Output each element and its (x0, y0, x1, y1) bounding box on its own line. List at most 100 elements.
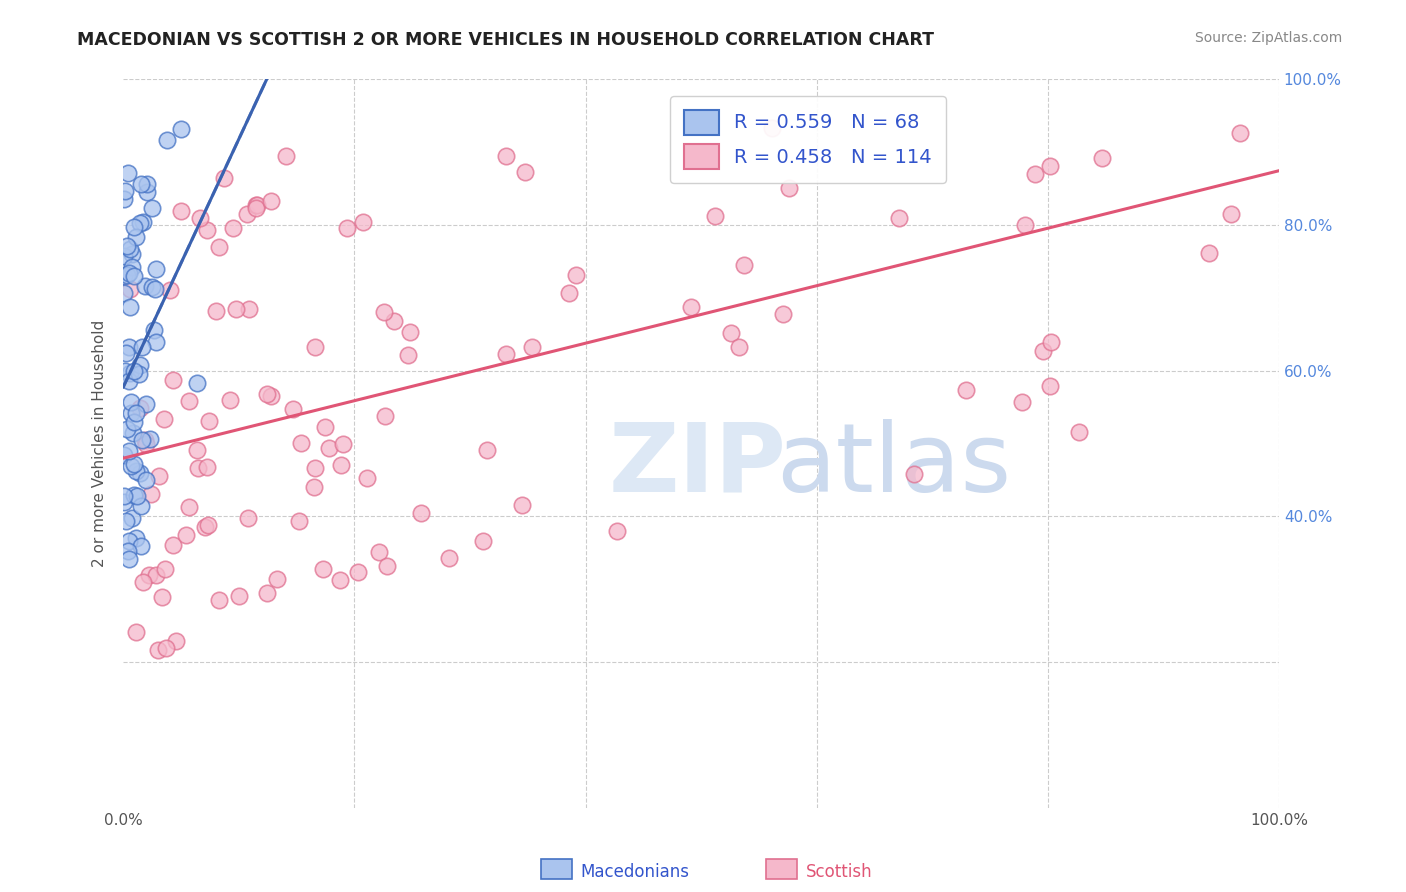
Point (122, 269, 145, 284)
Point (141, 201, 163, 215)
Point (1178, 57, 1201, 71)
Point (120, 458, 142, 473)
Point (174, 527, 197, 541)
Point (115, 268, 138, 282)
Point (118, 552, 141, 566)
Point (290, 435, 312, 450)
Point (245, 198, 267, 212)
Point (477, 443, 499, 458)
Point (1032, 344, 1054, 359)
Point (208, 239, 231, 253)
Point (131, 340, 153, 354)
Point (318, 442, 340, 456)
Point (120, 242, 142, 256)
Point (112, 448, 135, 462)
Point (145, 261, 167, 276)
Point (170, 203, 193, 218)
Point (112, 285, 135, 300)
Point (120, 406, 142, 420)
Point (115, 239, 138, 253)
Point (135, 177, 157, 191)
Point (314, 420, 336, 434)
Point (129, 401, 152, 416)
Point (222, 221, 245, 235)
Point (195, 460, 218, 475)
Point (219, 393, 242, 408)
Point (129, 539, 152, 553)
Point (245, 201, 267, 215)
Point (775, 57, 797, 71)
Point (212, 170, 235, 185)
Text: Source: ZipAtlas.com: Source: ZipAtlas.com (1195, 31, 1343, 45)
Point (141, 486, 163, 500)
Point (352, 215, 374, 229)
Point (208, 592, 231, 607)
Point (772, 307, 794, 321)
Point (472, 534, 495, 549)
Point (558, 285, 581, 300)
Point (118, 340, 141, 354)
Point (1189, 57, 1212, 71)
Point (121, 511, 143, 525)
Point (165, 634, 187, 648)
Point (122, 364, 145, 378)
Point (112, 268, 135, 283)
Point (411, 507, 433, 521)
Point (134, 279, 156, 293)
Point (125, 532, 148, 546)
Point (156, 133, 179, 147)
Point (238, 510, 260, 524)
Point (903, 467, 925, 482)
Point (288, 515, 311, 529)
Point (510, 498, 533, 512)
Point (1039, 159, 1062, 173)
Point (373, 305, 395, 319)
Point (606, 524, 628, 538)
Point (312, 562, 335, 576)
Point (1039, 334, 1062, 349)
Point (495, 149, 517, 163)
Text: ZIP: ZIP (609, 419, 786, 512)
Point (228, 589, 250, 603)
Point (398, 325, 420, 339)
Point (955, 383, 977, 397)
Point (197, 415, 219, 429)
Point (159, 283, 181, 297)
Point (115, 514, 138, 528)
Point (131, 215, 153, 229)
Point (142, 323, 165, 337)
Point (266, 572, 288, 586)
Point (283, 401, 305, 416)
Point (114, 363, 136, 377)
Point (122, 426, 145, 441)
Point (128, 216, 150, 230)
Point (565, 268, 588, 283)
Point (131, 433, 153, 447)
Point (1039, 379, 1062, 393)
Point (177, 393, 200, 408)
Point (439, 550, 461, 565)
Point (187, 461, 209, 475)
Point (195, 223, 218, 237)
Text: MACEDONIAN VS SCOTTISH 2 OR MORE VEHICLES IN HOUSEHOLD CORRELATION CHART: MACEDONIAN VS SCOTTISH 2 OR MORE VEHICLE… (77, 31, 935, 49)
Point (122, 219, 145, 234)
Legend: R = 0.559   N = 68, R = 0.458   N = 114: R = 0.559 N = 68, R = 0.458 N = 114 (671, 96, 946, 183)
Point (1198, 246, 1220, 260)
Point (114, 489, 136, 503)
Point (135, 473, 157, 487)
Text: atlas: atlas (776, 419, 1011, 512)
Point (1229, 126, 1251, 140)
Point (124, 406, 146, 420)
Point (761, 120, 783, 135)
Point (145, 568, 167, 582)
Point (1220, 207, 1243, 221)
Point (125, 464, 148, 478)
Point (135, 185, 157, 199)
Point (121, 247, 143, 261)
Point (150, 590, 173, 604)
Point (138, 568, 160, 582)
Point (118, 282, 141, 296)
Point (205, 304, 228, 318)
Point (382, 313, 405, 327)
Point (728, 340, 751, 354)
